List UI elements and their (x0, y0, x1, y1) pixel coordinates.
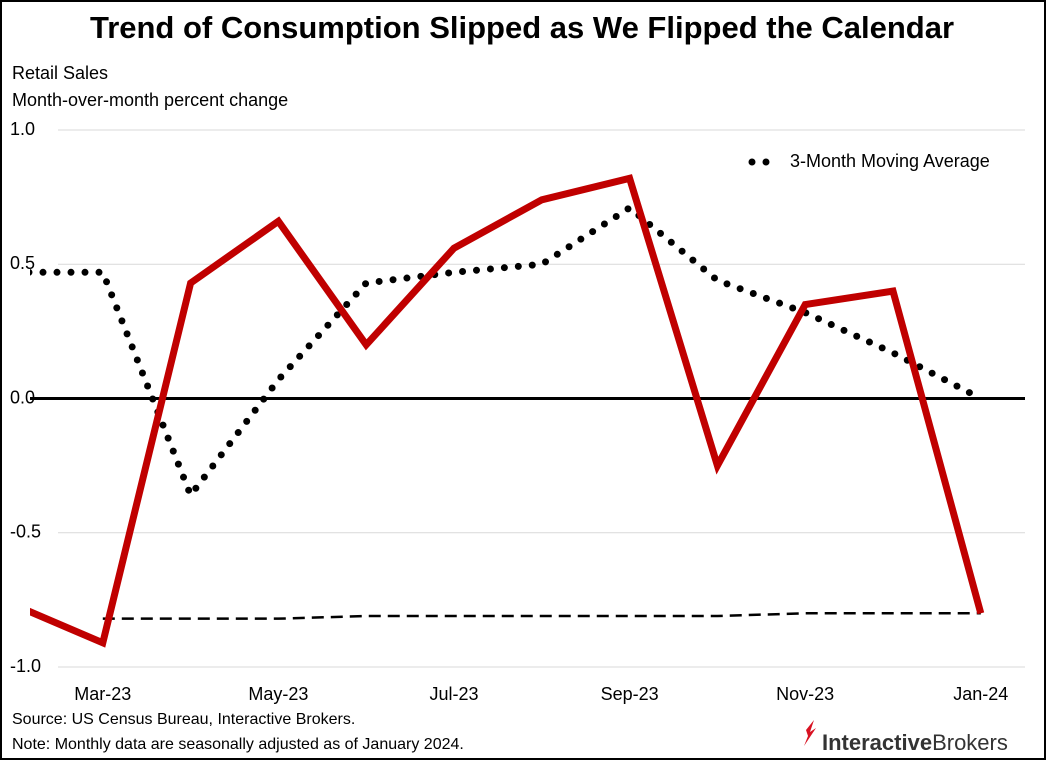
subtitle: Retail Sales (12, 63, 108, 83)
note: Note: Monthly data are seasonally adjust… (12, 736, 464, 753)
series-line (30, 174, 985, 648)
subtitle: Month-over-month percent change (12, 90, 288, 110)
series-line (30, 203, 985, 503)
logo-text: InteractiveBrokers (822, 730, 1008, 755)
y-tick-label: 0.5 (10, 253, 35, 273)
y-tick-label: 1.0 (10, 119, 35, 139)
brand-logo: InteractiveBrokers (804, 720, 1008, 755)
y-tick-label: 0.0 (10, 387, 35, 407)
plot-area (30, 174, 985, 648)
chart-title: Trend of Consumption Slipped as We Flipp… (90, 10, 954, 45)
logo-icon (804, 720, 816, 746)
y-tick-label: -0.5 (10, 522, 41, 542)
x-tick-label: Nov-23 (776, 684, 834, 704)
x-tick-label: Jan-24 (953, 684, 1008, 704)
x-tick-label: May-23 (248, 684, 308, 704)
logo-first: Interactive (822, 730, 932, 755)
series-line (102, 612, 981, 620)
logo-second: Brokers (932, 730, 1008, 755)
x-tick-label: Sep-23 (601, 684, 659, 704)
source: Source: US Census Bureau, Interactive Br… (12, 711, 355, 728)
y-tick-label: -1.0 (10, 656, 41, 676)
x-tick-label: Jul-23 (429, 684, 478, 704)
x-tick-label: Mar-23 (74, 684, 131, 704)
legend-label: 3-Month Moving Average (790, 151, 990, 171)
